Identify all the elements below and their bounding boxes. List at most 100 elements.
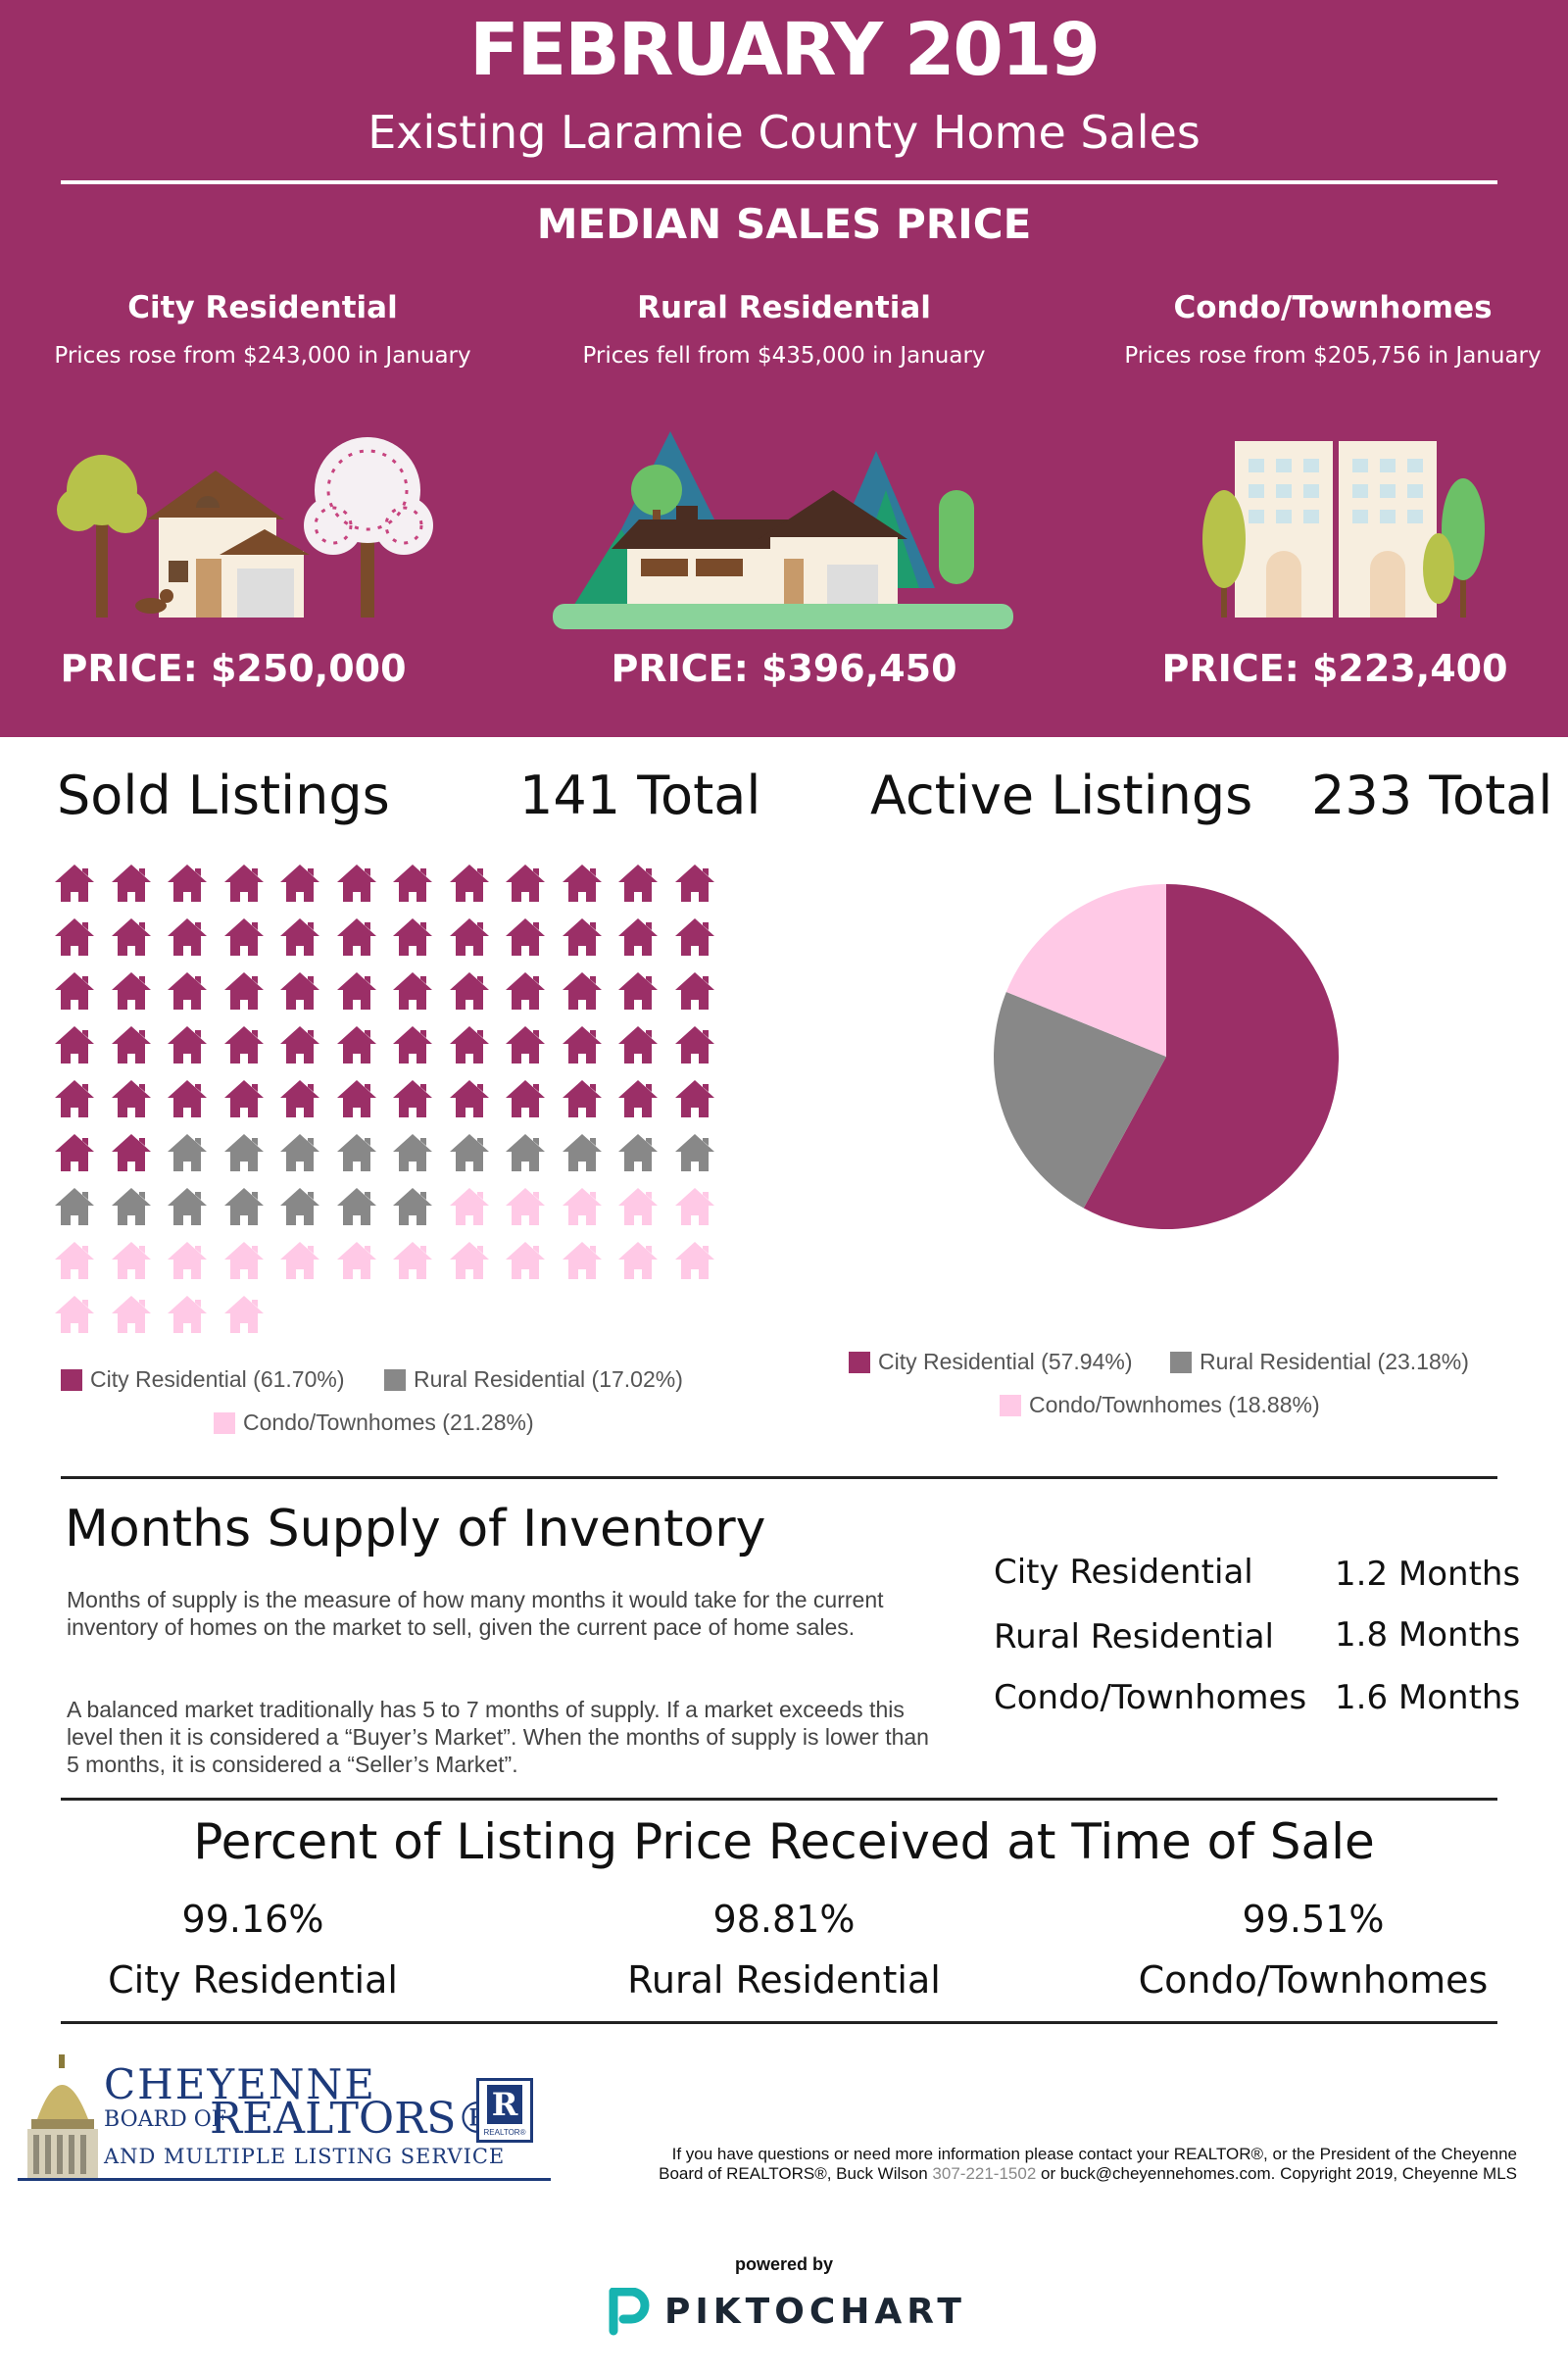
house-icon: [223, 1134, 264, 1171]
median-rural: Rural Residential Prices fell from $435,…: [549, 290, 1019, 369]
house-icon: [280, 1188, 319, 1225]
house-icon: [55, 1188, 94, 1225]
house-icon: [562, 972, 602, 1010]
house-icon: [55, 1026, 94, 1063]
house-icon: [618, 1242, 658, 1279]
median-sales-heading: MEDIAN SALES PRICE: [536, 200, 1032, 248]
contact-line-1: If you have questions or need more infor…: [671, 2145, 1517, 2163]
house-icon: [55, 1296, 94, 1333]
house-icon: [618, 972, 658, 1010]
realtor-badge-label: REALTOR®: [483, 2128, 526, 2137]
house-icon: [280, 1134, 319, 1171]
house-icon: [111, 1134, 151, 1171]
house-icon: [336, 918, 376, 956]
sold-legend-rural-swatch: [384, 1368, 406, 1391]
house-icon: [111, 1296, 151, 1333]
house-icon: [223, 1026, 264, 1063]
active-pie-chart: [994, 884, 1339, 1229]
logo-line-cheyenne: CHEYENNE: [104, 2060, 376, 2108]
logo-line-board: BOARD OF: [104, 2107, 226, 2132]
house-icon: [336, 1242, 376, 1279]
realtor-badge-icon: R REALTOR®: [476, 2078, 533, 2143]
percent-listing-title: Percent of Listing Price Received at Tim…: [193, 1813, 1375, 1870]
house-icon: [449, 918, 489, 956]
sold-legend-condo-label: Condo/Townhomes (21.28%): [243, 1410, 534, 1435]
divider-1: [61, 1476, 1497, 1479]
house-icon: [674, 1242, 714, 1279]
median-rural-price: PRICE: $396,450: [611, 647, 957, 690]
house-icon: [562, 865, 602, 902]
house-icon: [336, 972, 376, 1010]
median-city: City Residential Prices rose from $243,0…: [27, 290, 498, 369]
house-icon: [506, 1080, 545, 1117]
contact-info: If you have questions or need more infor…: [568, 2145, 1517, 2184]
house-icon: [55, 918, 94, 956]
house-icon: [506, 865, 545, 902]
house-icon: [618, 918, 658, 956]
house-icon: [562, 1188, 602, 1225]
active-listings-total: 233 Total: [1311, 765, 1553, 826]
house-icon: [223, 1296, 264, 1333]
house-icon: [336, 1134, 376, 1171]
house-icon: [562, 1026, 602, 1063]
contact-phone[interactable]: 307-221-1502: [932, 2164, 1037, 2183]
house-icon: [449, 1080, 489, 1117]
house-icon: [393, 1188, 432, 1225]
percent-rural-label: Rural Residential: [627, 1958, 941, 2002]
piktochart-logo[interactable]: PIKTOCHART: [608, 2286, 980, 2341]
house-icon: [674, 1134, 714, 1171]
house-icon: [562, 1242, 602, 1279]
house-icon: [168, 972, 207, 1010]
pie-slice-city: [1083, 884, 1339, 1229]
cheyenne-board-logo: CHEYENNE BOARD OF REALTORS® AND MULTIPLE…: [18, 2054, 551, 2182]
house-icon: [618, 1134, 658, 1171]
house-icon: [449, 865, 489, 902]
logo-line-realtors: REALTORS®: [210, 2094, 500, 2144]
house-icon: [393, 1134, 432, 1171]
percent-condo-label: Condo/Townhomes: [1138, 1958, 1489, 2002]
months-supply-para-2: A balanced market traditionally has 5 to…: [67, 1697, 929, 1777]
contact-line-2a: Board of REALTORS®, Buck Wilson: [659, 2164, 933, 2183]
median-condo: Condo/Townhomes Prices rose from $205,75…: [1098, 290, 1568, 369]
house-icon: [618, 1026, 658, 1063]
house-icon: [223, 1080, 264, 1117]
months-supply-para-1: Months of supply is the measure of how m…: [67, 1587, 884, 1640]
active-legend-city-swatch: [849, 1351, 870, 1373]
contact-line-2: Board of REALTORS®, Buck Wilson 307-221-…: [568, 2164, 1517, 2184]
piktochart-mark-icon: [609, 2288, 650, 2336]
house-icon: [55, 1134, 94, 1171]
percent-city: 99.16% City Residential: [47, 1898, 459, 2002]
powered-by-label: powered by: [734, 2254, 834, 2274]
active-legend-rural-swatch: [1170, 1351, 1192, 1373]
house-icon: [55, 1242, 94, 1279]
pie-slice-condo: [1005, 884, 1166, 1057]
logo-line-mls: AND MULTIPLE LISTING SERVICE: [104, 2145, 506, 2168]
house-icon: [168, 918, 207, 956]
house-icon: [449, 1026, 489, 1063]
house-icon: [674, 1188, 714, 1225]
logo-underline: [18, 2178, 551, 2181]
percent-city-value: 99.16%: [181, 1898, 324, 1941]
sold-legend-rural: Rural Residential (17.02%): [384, 1366, 683, 1393]
active-legend-city-label: City Residential (57.94%): [878, 1349, 1133, 1374]
active-legend-rural: Rural Residential (23.18%): [1170, 1349, 1469, 1375]
house-icon: [111, 918, 151, 956]
sold-legend-rural-label: Rural Residential (17.02%): [414, 1366, 683, 1392]
house-icon: [674, 1080, 714, 1117]
house-icon: [168, 1296, 207, 1333]
house-icon: [223, 918, 264, 956]
house-icon: [111, 972, 151, 1010]
piktochart-wordmark: PIKTOCHART: [664, 2292, 966, 2332]
house-icon: [55, 972, 94, 1010]
house-icon: [168, 1134, 207, 1171]
house-icon: [393, 972, 432, 1010]
page-title: FEBRUARY 2019: [469, 8, 1101, 92]
months-supply-condo-value: 1.6 Months: [1335, 1678, 1521, 1717]
house-icon: [223, 1242, 264, 1279]
house-icon: [336, 1188, 376, 1225]
house-icon: [111, 1242, 151, 1279]
house-icon: [449, 1242, 489, 1279]
house-icon: [280, 972, 319, 1010]
house-icon: [336, 1080, 376, 1117]
house-icon: [506, 1026, 545, 1063]
